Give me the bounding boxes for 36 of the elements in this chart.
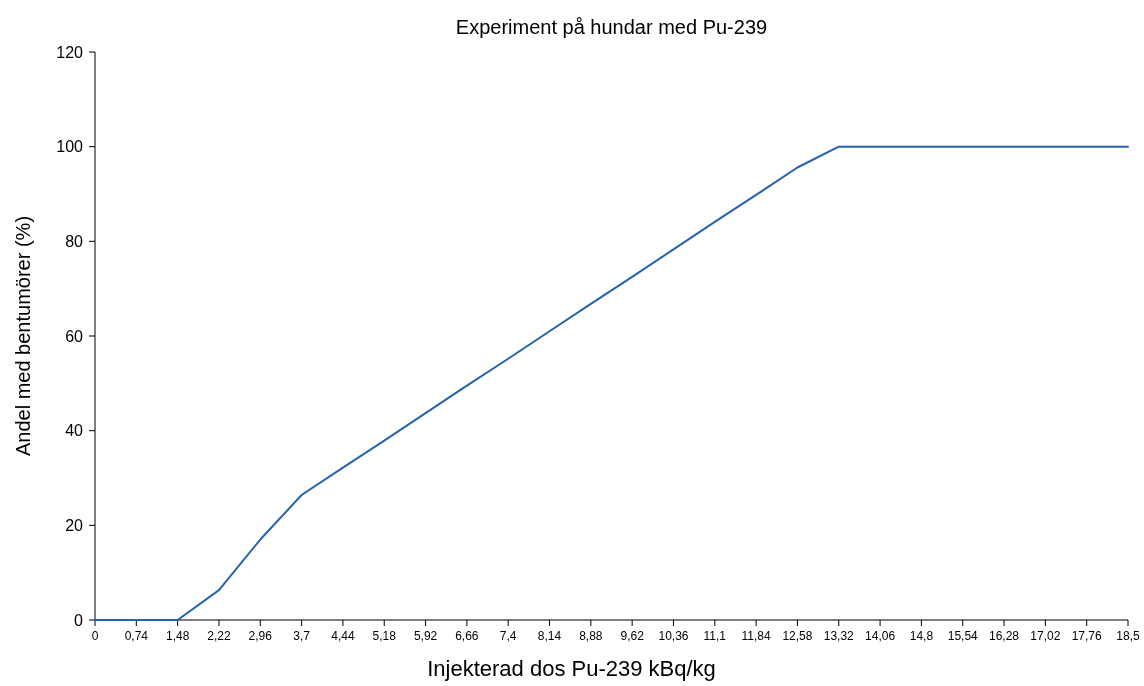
x-tick-label: 10,36	[658, 629, 689, 643]
x-tick-label: 2,96	[248, 629, 273, 643]
y-axis-title: Andel med bentumörer (%)	[12, 215, 34, 457]
x-tick-label: 5,92	[413, 629, 438, 643]
x-tick-label: 3,7	[293, 629, 311, 643]
x-tick-label: 17,76	[1071, 629, 1103, 643]
x-tick-label: 7,4	[499, 629, 517, 643]
chart-title: Experiment på hundar med Pu-239	[455, 16, 768, 38]
x-tick-label: 12,58	[782, 629, 813, 643]
x-tick-label: 16,28	[989, 629, 1020, 643]
x-tick-label: 18,5	[1116, 629, 1140, 643]
x-tick-label: 8,14	[537, 629, 562, 643]
x-tick-label: 5,18	[372, 629, 397, 643]
y-tick-label: 40	[65, 422, 84, 440]
x-tick-label: 0,74	[124, 629, 149, 643]
x-tick-label: 13,32	[823, 629, 855, 643]
x-tick-label: 6,66	[455, 629, 479, 643]
y-tick-label: 0	[74, 611, 84, 629]
y-tick-label: 20	[65, 516, 84, 534]
y-tick-label: 100	[56, 138, 84, 156]
x-tick-label: 4,44	[331, 629, 355, 643]
y-tick-label: 60	[65, 327, 84, 345]
x-tick-label: 1,48	[165, 629, 190, 643]
y-tick-label: 80	[65, 232, 84, 250]
x-tick-label: 11,1	[703, 629, 727, 643]
x-tick-label: 11,84	[741, 629, 772, 643]
x-tick-label: 14,8	[909, 629, 934, 643]
x-tick-label: 0	[91, 629, 99, 643]
x-tick-label: 8,88	[579, 629, 603, 643]
x-tick-label: 17,02	[1030, 629, 1061, 643]
x-tick-label: 14,06	[865, 629, 896, 643]
x-tick-label: 2,22	[207, 629, 231, 643]
y-tick-label: 120	[56, 43, 84, 61]
x-tick-label: 9,62	[620, 629, 645, 643]
x-tick-label: 15,54	[947, 629, 979, 643]
x-axis-title: Injekterad dos Pu-239 kBq/kg	[427, 656, 716, 681]
